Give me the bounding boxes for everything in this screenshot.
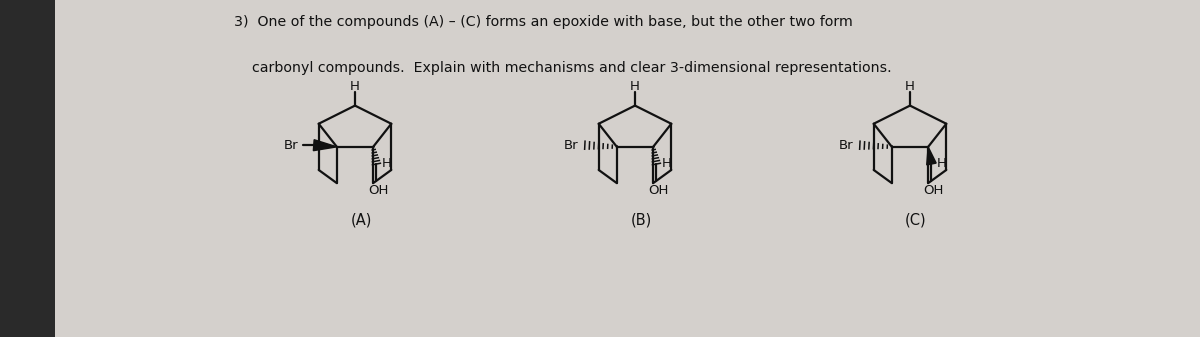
Text: H: H <box>662 157 672 170</box>
Text: (B): (B) <box>630 213 652 228</box>
Text: OH: OH <box>923 184 943 197</box>
Text: (A): (A) <box>350 213 372 228</box>
Text: OH: OH <box>648 184 668 197</box>
Text: H: H <box>350 80 360 93</box>
Text: 3)  One of the compounds (A) – (C) forms an epoxide with base, but the other two: 3) One of the compounds (A) – (C) forms … <box>234 15 853 29</box>
Text: H: H <box>937 157 947 170</box>
Text: carbonyl compounds.  Explain with mechanisms and clear 3-dimensional representat: carbonyl compounds. Explain with mechani… <box>234 61 892 75</box>
Bar <box>0 0 55 337</box>
Polygon shape <box>313 140 337 151</box>
Text: H: H <box>905 80 914 93</box>
Text: H: H <box>630 80 640 93</box>
Text: H: H <box>382 157 392 170</box>
Text: Br: Br <box>283 139 299 152</box>
Polygon shape <box>926 147 936 165</box>
Text: Br: Br <box>839 139 853 152</box>
Text: (C): (C) <box>905 213 926 228</box>
Text: OH: OH <box>368 184 389 197</box>
Text: Br: Br <box>564 139 578 152</box>
